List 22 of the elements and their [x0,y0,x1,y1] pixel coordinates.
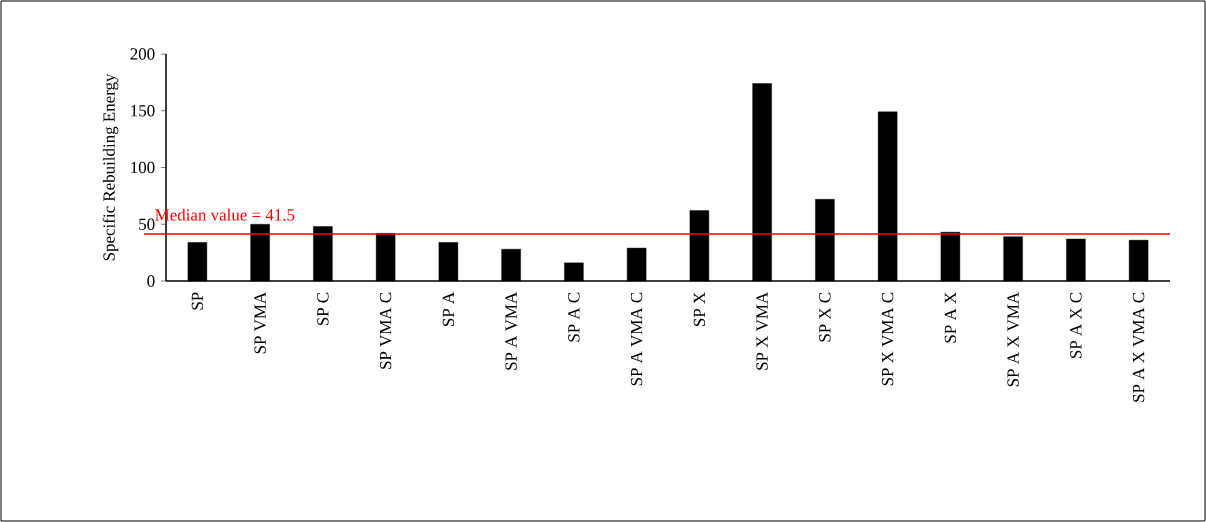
x-tick-label: SP A C [568,292,580,342]
x-tick-label: SP X VMA C [881,292,894,386]
x-tick-label: SP X C [819,292,831,342]
x-tick-label: SP A VMA [505,291,517,370]
y-tick-label: 150 [131,105,155,117]
y-tick-label: 200 [130,48,155,60]
x-tick-label: SP A X C [1070,292,1082,358]
y-tick-label: 50 [139,218,155,230]
y-tick-label: 100 [131,161,155,174]
x-tick-label: SP A X VMA [1007,291,1019,387]
x-tick-label: SP VMA C [379,292,392,369]
x-tick-label: SP A VMA C [630,292,643,386]
y-axis-title: Specific Rebuilding Energy [102,73,119,261]
x-tick-label: SP A X [944,292,957,343]
x-tick-label: SP A X VMA C [1132,292,1145,402]
x-tick-label: SP VMA [254,291,266,354]
x-tick-label: SP X VMA [756,291,768,370]
x-tick-label: SP C [317,292,329,326]
y-tick-label: 0 [147,275,155,287]
x-tick-label: SP A [442,291,455,326]
x-tick-label: SP X [693,292,706,326]
x-tick-label: SP [191,292,204,310]
